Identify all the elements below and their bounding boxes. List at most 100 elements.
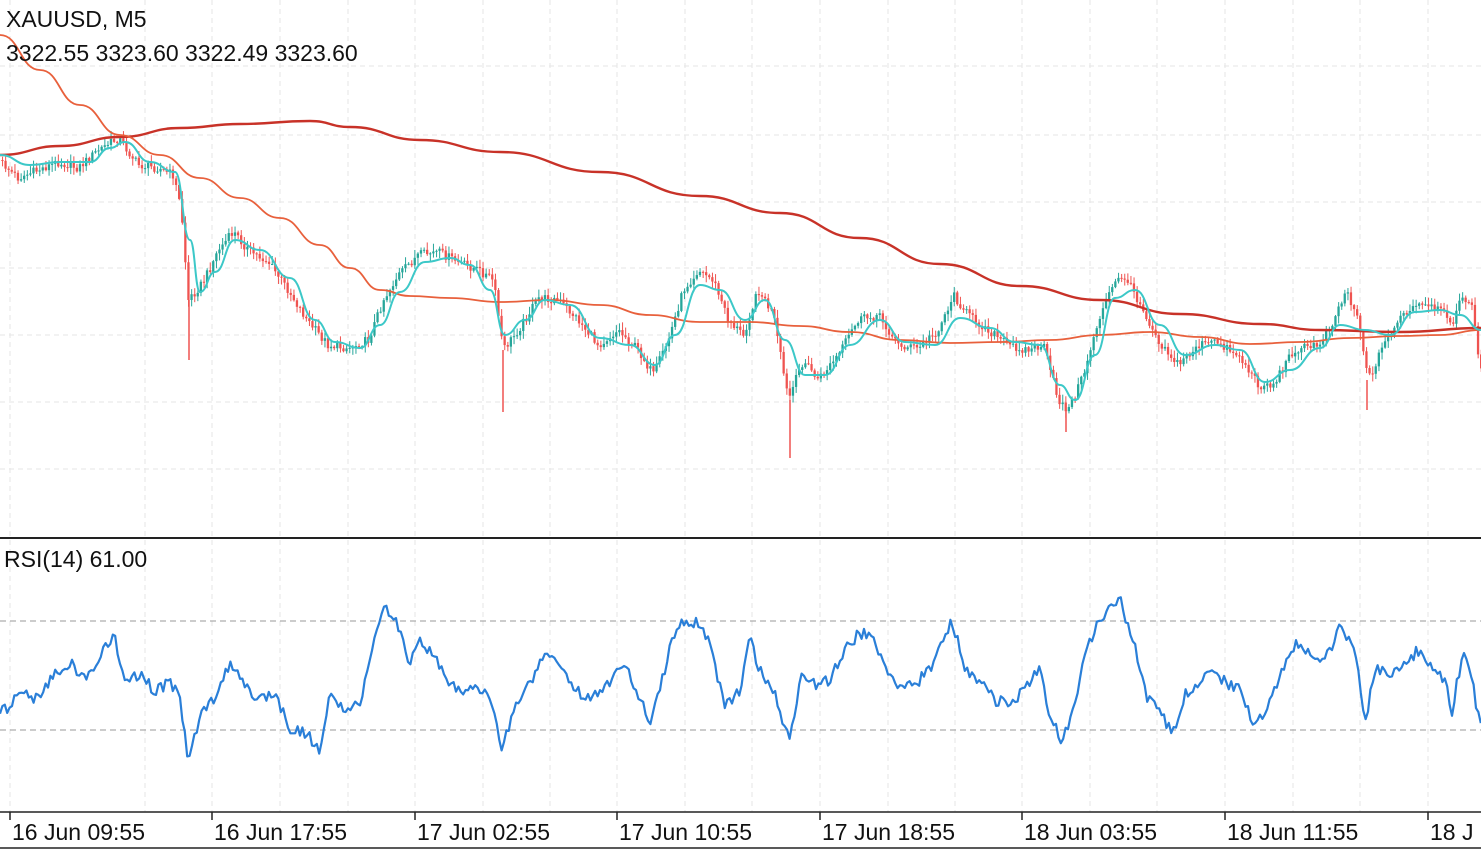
ohlc-values: 3322.55 3323.60 3322.49 3323.60	[6, 40, 358, 66]
candle-body	[506, 345, 509, 347]
candle-body	[326, 338, 330, 349]
candle-body	[1439, 306, 1442, 309]
candle-body	[680, 293, 683, 311]
candle-body	[813, 370, 816, 377]
candle-body	[333, 346, 336, 349]
candle-body	[956, 292, 959, 305]
candle-body	[16, 172, 20, 181]
candle-body	[1250, 372, 1253, 374]
candle-body	[577, 315, 581, 324]
candle-body	[931, 335, 934, 337]
candle-body	[292, 294, 295, 301]
candle-body	[1346, 292, 1349, 294]
candle-body	[717, 283, 720, 295]
candle-body	[1418, 303, 1421, 306]
candle-body	[971, 313, 974, 315]
candle-body	[1247, 364, 1250, 373]
candle-body	[236, 232, 240, 236]
candle-body	[221, 244, 224, 250]
ma-slow-line	[0, 119, 1481, 334]
candle-body	[1219, 343, 1222, 345]
candle-body	[277, 271, 280, 277]
candle-body	[503, 336, 506, 346]
candle-body	[295, 300, 299, 307]
candle-body	[943, 314, 946, 323]
candle-body	[379, 311, 382, 313]
candle-body	[385, 296, 388, 301]
candle-body	[568, 306, 571, 314]
candle-body	[1278, 370, 1281, 382]
candle-body	[736, 326, 739, 329]
candle-body	[441, 248, 444, 251]
candle-body	[1021, 350, 1024, 353]
candle-body	[1204, 341, 1207, 343]
candle-body	[1455, 310, 1458, 324]
candle-body	[463, 260, 466, 262]
candle-body	[1325, 330, 1328, 341]
candle-body	[636, 342, 640, 348]
candle-body	[72, 161, 75, 168]
candle-body	[863, 314, 866, 317]
candle-body	[1427, 304, 1430, 307]
candle-body	[1160, 343, 1163, 349]
candle-body	[29, 173, 32, 175]
candle-body	[429, 253, 432, 255]
candle-body	[478, 266, 481, 269]
x-tick-label: 18 Jun 11:55	[1227, 819, 1358, 845]
candle-body	[723, 301, 726, 308]
candle-body	[122, 138, 125, 143]
candle-body	[212, 261, 215, 272]
candle-body	[754, 294, 757, 310]
candle-body	[88, 157, 91, 162]
candle-body	[1461, 297, 1464, 301]
candle-body	[1356, 309, 1359, 316]
candle-body	[1104, 300, 1108, 309]
candle-body	[311, 321, 314, 328]
candle-body	[1287, 354, 1291, 361]
candle-body	[1210, 340, 1213, 343]
candle-body	[280, 276, 283, 278]
candle-body	[156, 171, 159, 173]
candle-body	[1312, 342, 1315, 349]
ma-mid-line	[0, 34, 1481, 345]
candle-body	[1151, 325, 1154, 330]
candle-body	[1256, 375, 1260, 388]
candle-body	[178, 184, 181, 199]
candle-body	[125, 142, 128, 152]
candle-body	[466, 260, 469, 265]
candle-body	[1430, 304, 1433, 307]
candle-body	[69, 161, 72, 168]
candle-body	[894, 336, 897, 339]
candle-body	[760, 295, 764, 297]
candle-body	[612, 336, 615, 339]
candle-body	[773, 309, 776, 318]
candle-body	[810, 364, 813, 371]
candle-body	[1064, 402, 1067, 412]
candle-body	[881, 313, 884, 323]
candle-body	[1340, 303, 1343, 307]
candle-body	[1170, 354, 1173, 358]
candle-body	[1424, 304, 1427, 306]
candle-body	[512, 336, 516, 338]
candle-body	[832, 361, 835, 364]
candle-body	[1002, 337, 1005, 339]
x-tick-label: 16 Jun 17:55	[214, 819, 347, 845]
candle-body	[50, 163, 54, 165]
candle-body	[779, 336, 782, 352]
candle-body	[1077, 384, 1080, 399]
candle-body	[714, 281, 717, 284]
candle-body	[1405, 313, 1408, 315]
candle-body	[959, 304, 962, 309]
candle-body	[798, 370, 801, 375]
candle-body	[711, 277, 714, 282]
candle-body	[987, 326, 990, 333]
candle-body	[1197, 346, 1201, 348]
candle-body	[674, 316, 677, 327]
candle-body	[286, 282, 289, 293]
candle-body	[488, 273, 491, 275]
candle-body	[968, 309, 971, 314]
candle-body	[1476, 326, 1480, 355]
candle-body	[621, 330, 624, 336]
